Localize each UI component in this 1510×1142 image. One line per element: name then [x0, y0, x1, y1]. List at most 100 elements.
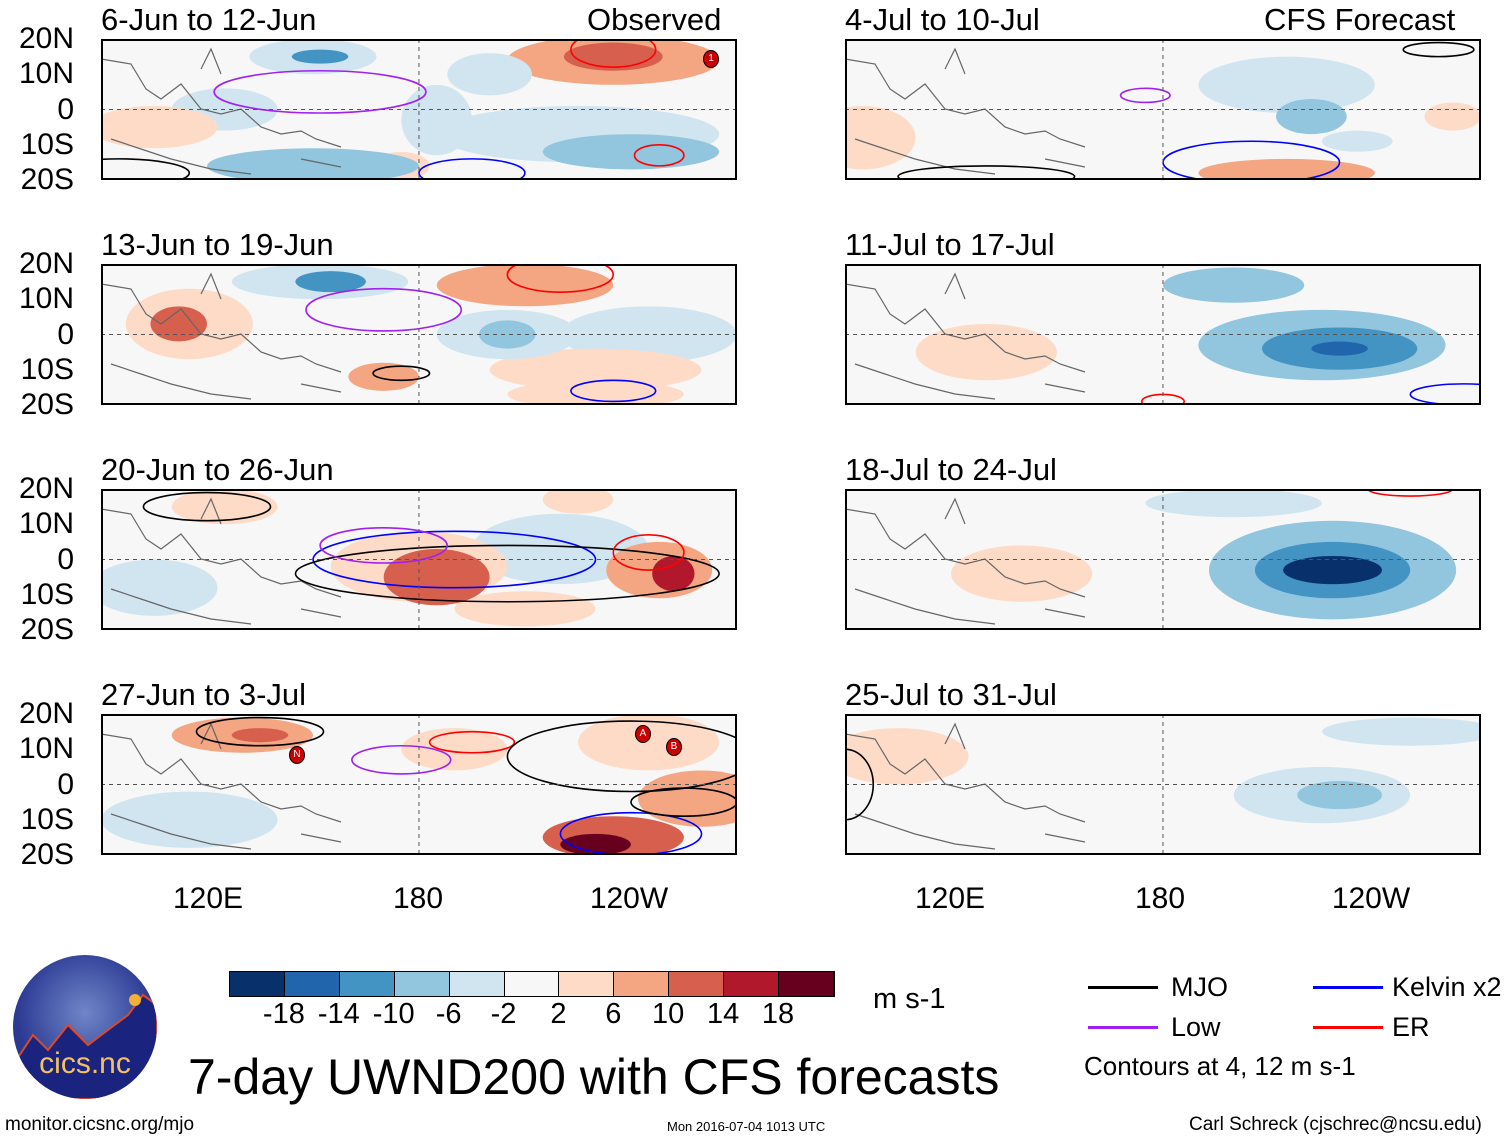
panel-frame — [101, 489, 737, 630]
map-panel — [101, 489, 737, 630]
wind-anomaly-shading — [1057, 98, 1199, 156]
wind-anomaly-shading — [401, 728, 508, 771]
wind-anomaly-shading — [1424, 102, 1481, 131]
storm-marker: A — [635, 725, 651, 743]
lon-label: 180 — [392, 882, 444, 915]
legend-label: Kelvin x2 — [1392, 972, 1502, 1002]
filtered-contour — [570, 379, 657, 403]
wind-anomaly-shading — [291, 49, 349, 64]
colorbar-tick-label: -2 — [490, 998, 517, 1030]
colorbar-swatch — [284, 972, 340, 996]
map-panel — [101, 714, 737, 855]
panel-frame — [101, 39, 737, 180]
legend-label: Low — [1171, 1012, 1221, 1042]
panel-frame — [845, 39, 1481, 180]
wind-anomaly-shading — [915, 323, 1057, 381]
colorbar-tick-label: 10 — [652, 998, 685, 1030]
legend-label: MJO — [1171, 972, 1228, 1002]
wind-anomaly-shading — [1283, 555, 1382, 585]
colorbar-units: m s-1 — [873, 983, 946, 1015]
logo-text: cics.nc — [39, 1047, 131, 1080]
lat-label: 10N — [18, 732, 74, 766]
wind-anomaly-shading — [951, 545, 1093, 602]
storm-marker: N — [289, 746, 305, 764]
wind-anomaly-shading — [472, 513, 649, 585]
wind-anomaly-shading — [1297, 780, 1382, 810]
coastline — [101, 47, 342, 175]
wind-anomaly-shading — [1321, 130, 1393, 152]
colorbar-swatch — [614, 972, 670, 996]
colorbar — [229, 971, 835, 997]
filtered-contour — [506, 720, 737, 793]
filtered-contour — [428, 730, 516, 754]
map-panel — [845, 714, 1481, 855]
colorbar-tick-label: 6 — [605, 998, 622, 1030]
wind-anomaly-shading — [207, 148, 419, 180]
panel-title: 18-Jul to 24-Jul — [845, 452, 1057, 487]
wind-anomaly-shading — [101, 791, 278, 848]
map-panel — [845, 489, 1481, 630]
observed-label: Observed — [587, 2, 722, 37]
coastline — [845, 272, 1086, 400]
filtered-contour — [101, 158, 191, 180]
storm-marker: 1 — [703, 50, 719, 68]
coastline — [101, 272, 342, 400]
wind-anomaly-shading — [171, 489, 278, 525]
panel-frame — [845, 714, 1481, 855]
wind-anomaly-shading — [150, 306, 207, 342]
lat-label: 0 — [57, 542, 74, 576]
colorbar-tick-label: -14 — [317, 998, 360, 1030]
lon-label: 120E — [914, 882, 986, 915]
filtered-contour — [633, 143, 685, 167]
wind-anomaly-shading — [845, 728, 969, 785]
cics-logo: cics.nc — [13, 955, 157, 1099]
wind-anomaly-shading — [1198, 56, 1375, 113]
wind-anomaly-shading — [1163, 267, 1305, 303]
coastline — [845, 47, 1086, 175]
lat-label: 20S — [20, 163, 74, 196]
panel-title: 25-Jul to 31-Jul — [845, 677, 1057, 712]
lon-label: 180 — [1134, 882, 1186, 915]
colorbar-swatch — [504, 972, 560, 996]
lat-label: 20N — [18, 472, 74, 505]
panel-frame — [845, 264, 1481, 405]
wind-anomaly-shading — [542, 489, 614, 514]
panel-frame — [101, 714, 737, 855]
wind-anomaly-shading — [542, 134, 720, 170]
forecast-label: CFS Forecast — [1264, 2, 1456, 37]
wind-anomaly-shading — [101, 106, 218, 149]
filtered-contour — [897, 165, 1076, 180]
lat-label: 20N — [18, 22, 74, 55]
wind-anomaly-shading — [652, 556, 695, 592]
colorbar-swatch — [449, 972, 505, 996]
legend-line-kelvin — [1313, 986, 1383, 989]
filtered-contour — [612, 534, 685, 571]
footer-url[interactable]: monitor.cicsnc.org/mjo — [5, 1114, 195, 1135]
legend-line-er — [1313, 1026, 1383, 1029]
colorbar-swatch — [230, 972, 285, 996]
figure-title: 7-day UWND200 with CFS forecasts — [188, 1049, 1000, 1105]
colorbar-tick-label: 18 — [761, 998, 795, 1030]
filtered-contour — [305, 287, 463, 332]
filtered-contour — [312, 530, 597, 589]
colorbar-tick-label: 2 — [550, 998, 567, 1030]
map-panel — [845, 264, 1481, 405]
filtered-contour — [294, 544, 720, 603]
filtered-contour — [142, 491, 272, 522]
filtered-contour — [319, 527, 448, 564]
panel-frame — [845, 489, 1481, 630]
lat-label: 20N — [18, 247, 74, 280]
contours-note: Contours at 4, 12 m s-1 — [1084, 1051, 1356, 1081]
colorbar-swatch — [559, 972, 615, 996]
colorbar-tick-label: 14 — [706, 998, 740, 1030]
footer-timestamp: Mon 2016-07-04 1013 UTC — [667, 1119, 826, 1134]
lat-label: 10N — [18, 282, 74, 316]
coastline — [101, 497, 342, 625]
lon-label: 120W — [1331, 882, 1411, 915]
filtered-contour — [195, 716, 325, 747]
wind-anomaly-shading — [479, 320, 536, 349]
lon-label: 120W — [589, 882, 669, 915]
lat-label: 10S — [20, 127, 74, 161]
lat-label: 10N — [18, 57, 74, 91]
